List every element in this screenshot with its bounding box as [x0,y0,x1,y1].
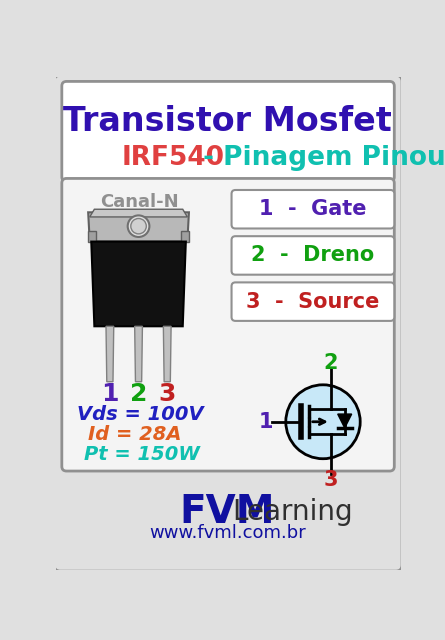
Text: Canal-N: Canal-N [100,193,178,211]
Text: Learning: Learning [232,498,353,526]
Polygon shape [135,326,142,381]
Text: Pt = 150W: Pt = 150W [84,445,199,463]
Polygon shape [181,231,189,241]
FancyBboxPatch shape [54,76,402,571]
Text: IRF540: IRF540 [121,145,224,171]
Text: 3  -  Source: 3 - Source [246,292,380,312]
Text: www.fvml.com.br: www.fvml.com.br [150,524,306,541]
Polygon shape [106,326,114,381]
Text: Vds = 100V: Vds = 100V [77,404,204,424]
Text: 1: 1 [101,382,119,406]
Text: 1  -  Gate: 1 - Gate [259,199,367,220]
FancyBboxPatch shape [231,236,394,275]
FancyBboxPatch shape [231,190,394,228]
Text: FVM: FVM [180,493,275,531]
Polygon shape [163,326,171,381]
Text: - Pinagem Pinout: - Pinagem Pinout [194,145,445,171]
Text: 1: 1 [259,412,273,432]
Text: 3: 3 [324,470,338,490]
FancyBboxPatch shape [62,81,394,182]
Text: Transistor Mosfet: Transistor Mosfet [63,105,392,138]
Text: 3: 3 [158,382,176,406]
Circle shape [128,216,150,237]
Polygon shape [88,231,96,241]
Text: 2: 2 [324,353,338,373]
Polygon shape [88,212,189,241]
Text: 2  -  Dreno: 2 - Dreno [251,245,375,266]
Polygon shape [91,241,186,326]
Circle shape [131,218,146,234]
Ellipse shape [286,385,360,459]
FancyBboxPatch shape [231,282,394,321]
Polygon shape [338,414,352,428]
Polygon shape [90,209,187,217]
Text: Id = 28A: Id = 28A [88,424,182,444]
FancyBboxPatch shape [62,179,394,471]
Text: 2: 2 [130,382,147,406]
